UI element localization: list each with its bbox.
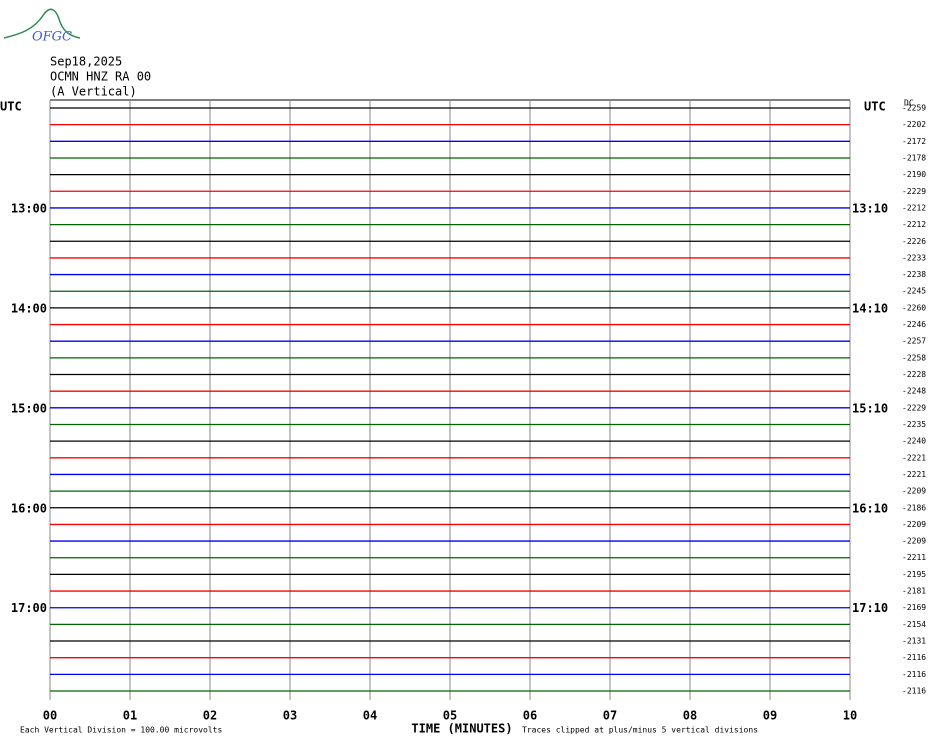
dc-label: -2229	[902, 403, 926, 412]
x-tick-label: 09	[763, 709, 777, 723]
dc-label: -2229	[902, 187, 926, 196]
dc-label: -2154	[902, 620, 926, 629]
dc-label: -2209	[902, 487, 926, 496]
dc-label: -2235	[902, 420, 926, 429]
dc-label: -2257	[902, 337, 926, 346]
dc-label: -2172	[902, 137, 926, 146]
dc-label: -2209	[902, 537, 926, 546]
right-time-label: 13:10	[852, 201, 888, 215]
dc-label: -2116	[902, 653, 926, 662]
dc-label: -2186	[902, 503, 926, 512]
dc-label: -2212	[902, 203, 926, 212]
right-axis-label: UTC	[864, 100, 886, 114]
dc-label: -2226	[902, 237, 926, 246]
dc-label: -2212	[902, 220, 926, 229]
clip-note: Traces clipped at plus/minus 5 vertical …	[522, 726, 758, 735]
dc-label: -2211	[902, 553, 926, 562]
dc-label: -2195	[902, 570, 926, 579]
x-tick-label: 02	[203, 709, 217, 723]
left-time-label: 13:00	[11, 201, 47, 215]
dc-label: -2238	[902, 270, 926, 279]
left-axis-label: UTC	[0, 100, 22, 114]
dc-label: -2248	[902, 387, 926, 396]
dc-label: -2116	[902, 687, 926, 696]
dc-label: -2240	[902, 437, 926, 446]
dc-label: -2190	[902, 170, 926, 179]
date: Sep18,2025	[50, 55, 122, 69]
x-axis-label: TIME (MINUTES)	[411, 722, 512, 736]
dc-label: -2246	[902, 320, 926, 329]
left-time-label: 16:00	[11, 501, 47, 515]
dc-label: -2181	[902, 587, 926, 596]
right-time-label: 17:10	[852, 601, 888, 615]
dc-label: -2233	[902, 253, 926, 262]
dc-label: -2228	[902, 370, 926, 379]
logo: OFGC	[32, 30, 72, 45]
dc-label: -2245	[902, 287, 926, 296]
dc-label: -2202	[902, 120, 926, 129]
dc-label: -2221	[902, 453, 926, 462]
component: (A Vertical)	[50, 85, 137, 99]
left-time-label: 14:00	[11, 301, 47, 315]
x-tick-label: 01	[123, 709, 137, 723]
right-time-label: 14:10	[852, 301, 888, 315]
x-tick-label: 07	[603, 709, 617, 723]
dc-label: -2116	[902, 670, 926, 679]
x-tick-label: 00	[43, 709, 57, 723]
scale-note: Each Vertical Division = 100.00 microvol…	[20, 726, 222, 735]
x-tick-label: 04	[363, 709, 377, 723]
dc-label: -2178	[902, 153, 926, 162]
dc-label: -2131	[902, 637, 926, 646]
x-tick-label: 06	[523, 709, 537, 723]
left-time-label: 15:00	[11, 401, 47, 415]
x-tick-label: 10	[843, 709, 857, 723]
dc-label: -2260	[902, 303, 926, 312]
right-time-label: 15:10	[852, 401, 888, 415]
x-tick-label: 05	[443, 709, 457, 723]
dc-label: -2259	[902, 104, 926, 113]
dc-header: DC	[904, 99, 914, 108]
dc-label: -2209	[902, 520, 926, 529]
logo-curve	[3, 8, 81, 39]
left-time-label: 17:00	[11, 601, 47, 615]
right-time-label: 16:10	[852, 501, 888, 515]
dc-label: -2221	[902, 470, 926, 479]
x-tick-label: 08	[683, 709, 697, 723]
station: OCMN HNZ RA 00	[50, 70, 151, 84]
dc-label: -2169	[902, 603, 926, 612]
x-tick-label: 03	[283, 709, 297, 723]
dc-label: -2258	[902, 353, 926, 362]
